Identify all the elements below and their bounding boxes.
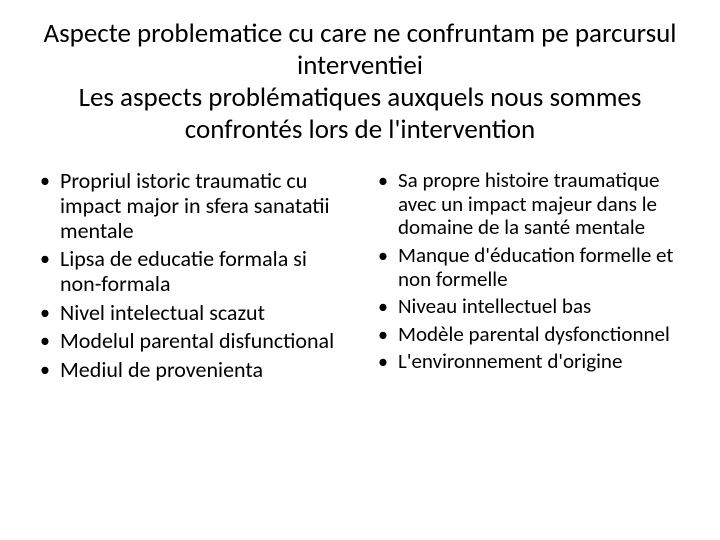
slide: Aspecte problematice cu care ne confrunt… xyxy=(0,0,720,540)
slide-title: Aspecte problematice cu care ne confrunt… xyxy=(30,18,690,145)
title-line-1: Aspecte problematice cu care ne confrunt… xyxy=(43,17,676,82)
right-column: Sa propre histoire traumatique avec un i… xyxy=(372,169,686,386)
left-column: Propriul istoric traumatic cu impact maj… xyxy=(34,169,348,386)
title-line-2: Les aspects problématiques auxquels nous… xyxy=(79,81,642,146)
list-item: Mediul de provenienta xyxy=(34,358,348,383)
content-columns: Propriul istoric traumatic cu impact maj… xyxy=(30,169,690,386)
list-item: Sa propre histoire traumatique avec un i… xyxy=(372,169,686,240)
list-item: Lipsa de educatie formala si non-formala xyxy=(34,247,348,296)
list-item: L'environnement d'origine xyxy=(372,350,686,374)
list-item: Modelul parental disfunctional xyxy=(34,329,348,354)
list-item: Niveau intellectuel bas xyxy=(372,295,686,319)
left-bullet-list: Propriul istoric traumatic cu impact maj… xyxy=(34,169,348,382)
list-item: Nivel intelectual scazut xyxy=(34,301,348,326)
right-bullet-list: Sa propre histoire traumatique avec un i… xyxy=(372,169,686,373)
list-item: Propriul istoric traumatic cu impact maj… xyxy=(34,169,348,243)
list-item: Manque d'éducation formelle et non forme… xyxy=(372,244,686,291)
list-item: Modèle parental dysfonctionnel xyxy=(372,323,686,347)
